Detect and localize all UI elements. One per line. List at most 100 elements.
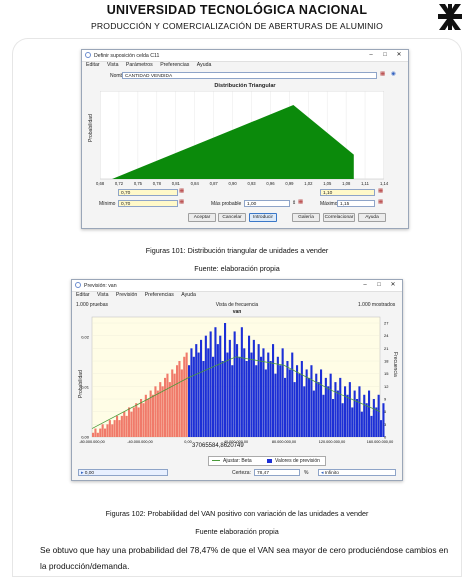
x-tick-label: 1,05 [323,181,332,186]
histogram-bar [300,361,303,437]
histogram-bar [183,356,186,437]
histogram-bar [344,386,347,437]
left-cell-icon[interactable]: ▦ [179,188,185,194]
histogram-bar [272,344,275,437]
minimize-icon[interactable]: – [369,52,373,58]
histogram-bar [332,399,335,437]
minimize-icon[interactable]: – [363,282,367,288]
source-figure-102: Fuente elaboración propia [195,527,279,536]
enter-button[interactable]: Introducir [249,213,277,222]
max-cell-icon[interactable]: ▦ [378,199,384,205]
histogram-bar [336,390,339,437]
window-title: Definir suposición celda C11 [94,53,160,59]
mode-cell-icon[interactable]: ▦ [298,199,304,205]
histogram-bar [286,361,289,437]
histogram-bar [317,382,320,437]
x-tick-label: 0,72 [114,181,124,186]
histogram-bar [267,352,270,437]
maximize-icon[interactable]: □ [383,52,387,58]
histogram-bar [320,369,323,437]
menu-vista[interactable]: Vista [107,62,119,68]
gallery-button[interactable]: Galería [292,213,320,222]
histogram-bar [221,361,224,437]
help-button[interactable]: Ayuda [358,213,386,222]
right-bound-field[interactable]: ◂ Infinito [318,469,396,476]
beta-fit-line [91,356,381,429]
certainty-input[interactable]: 78,47 [254,469,300,476]
histogram-bar [178,361,181,437]
histogram-bar [214,327,217,437]
x-tick-label: 0,96 [266,181,275,186]
x-tick-label: -40.000.000,00 [127,440,153,444]
histogram-bar [113,420,116,437]
histogram-bar [288,369,291,437]
histogram-bar [260,356,263,437]
title-bar: Definir suposición celda C11 – □ ✕ [82,50,408,62]
menu-editar[interactable]: Editar [86,62,100,68]
histogram-bar [255,365,258,437]
x-tick-label: 1,02 [304,181,313,186]
histogram-bar [276,356,279,437]
left-marker-field[interactable]: 0,70 [118,189,178,196]
histogram-bar [116,415,119,437]
close-icon[interactable]: ✕ [390,282,396,288]
histogram-bar [123,411,126,437]
histogram-bar [92,432,95,437]
app-icon [75,282,81,288]
histogram-bar [135,403,138,437]
mode-input[interactable]: 1,00 [244,200,290,207]
y-left-tick-label: 0,00 [81,435,90,440]
histogram-bar [293,382,296,437]
menu-ayuda[interactable]: Ayuda [196,62,212,68]
cell-ref-icon[interactable]: ▦ [380,71,386,77]
histogram-bar [171,369,174,437]
cursor-value: 37065584,8620749 [192,443,244,449]
histogram-bar [104,428,107,437]
menu-preferencias[interactable]: Preferencias [144,292,174,298]
close-icon[interactable]: ✕ [396,52,402,58]
maximize-icon[interactable]: □ [377,282,381,288]
menu-preferencias[interactable]: Preferencias [160,62,190,68]
define-assumption-window: Definir suposición celda C11 – □ ✕ Edita… [81,49,409,229]
histogram-bar [308,377,311,437]
histogram-bar [132,407,135,437]
histogram-bar [128,407,131,437]
certainty-unit: % [304,470,309,476]
left-arrow-icon: ▸ [81,471,85,476]
x-tick-label: 0,75 [133,181,143,186]
min-input[interactable]: 0,70 [118,200,178,207]
header-subtitle: PRODUCCIÓN Y COMERCIALIZACIÓN DE ABERTUR… [90,21,384,31]
histogram-bar [382,403,385,437]
histogram-bar [209,331,212,437]
x-tick-label: 0,99 [285,181,294,186]
histogram-bar [372,399,375,437]
triangular-distribution-area [112,105,354,179]
histogram-bar [140,399,143,437]
name-input[interactable]: CANTIDAD VENDIDA [122,72,377,79]
menu-parametros[interactable]: Parámetros [125,62,153,68]
left-bound-field[interactable]: ▸ 0,00 [78,469,168,476]
min-cell-icon[interactable]: ▦ [179,199,185,205]
x-tick-label: 0,87 [209,181,218,186]
x-tick-label: 160.000.000,00 [367,440,393,444]
settings-icon[interactable]: ◉ [391,71,396,77]
right-marker-field[interactable]: 1,10 [320,189,375,196]
source-figure-101: Fuente: elaboración propia [194,264,280,273]
histogram-bar [118,420,121,437]
histogram-bar [216,344,219,437]
x-tick-label: 0,68 [96,181,105,186]
correlate-button[interactable]: Correlacionar [323,213,355,222]
menu-editar[interactable]: Editar [76,292,90,298]
utn-logo-icon [438,4,462,30]
cancel-button[interactable]: Cancelar [218,213,246,222]
max-input[interactable]: 1,15 [337,200,375,207]
accept-button[interactable]: Aceptar [188,213,216,222]
mode-spinner-icon[interactable]: ⇕ [292,200,297,206]
menu-vista[interactable]: Vista [97,292,109,298]
menu-prevision[interactable]: Previsión [115,292,138,298]
histogram-bar [108,420,111,437]
histogram-bar [315,373,318,437]
right-cell-icon[interactable]: ▦ [378,188,384,194]
y-right-tick-label: 6 [384,409,387,414]
menu-ayuda[interactable]: Ayuda [181,292,196,298]
